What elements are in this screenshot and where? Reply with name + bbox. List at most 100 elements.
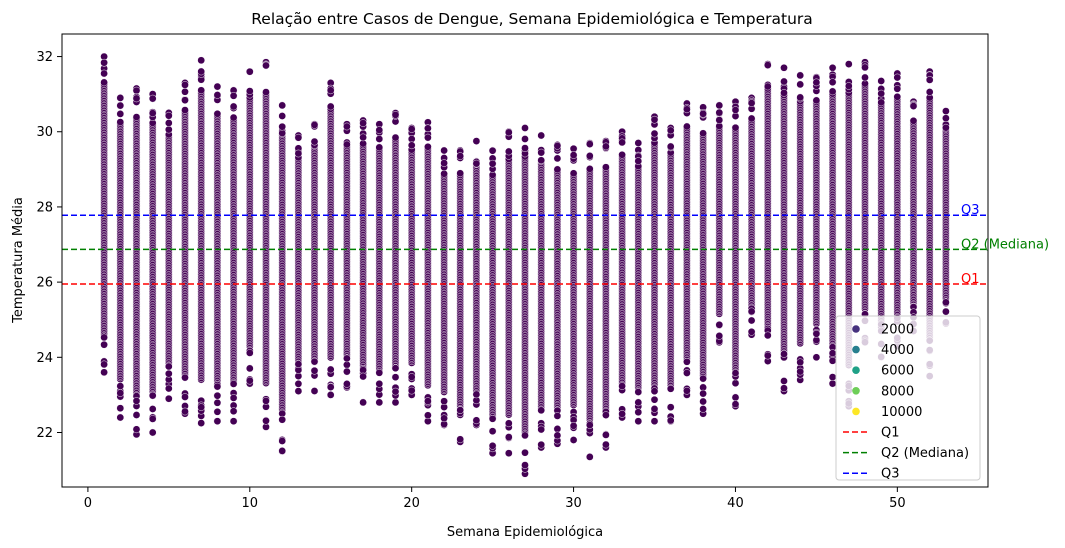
week-4-points xyxy=(148,90,157,437)
chart-title: Relação entre Casos de Dengue, Semana Ep… xyxy=(251,10,813,28)
data-point xyxy=(100,78,108,87)
data-point xyxy=(585,152,594,160)
data-point xyxy=(213,82,222,91)
data-point xyxy=(229,91,238,100)
data-point xyxy=(375,398,384,407)
data-point xyxy=(488,414,497,423)
data-point xyxy=(213,382,222,391)
week-7-points xyxy=(197,56,206,427)
data-point xyxy=(569,421,578,430)
week-32-points xyxy=(602,137,610,452)
data-point xyxy=(569,144,578,153)
data-point xyxy=(472,159,481,168)
data-point xyxy=(294,360,303,368)
data-point xyxy=(262,397,270,405)
data-point xyxy=(585,453,594,461)
data-point xyxy=(359,119,367,127)
week-9-points xyxy=(229,86,238,426)
data-point xyxy=(521,431,529,440)
data-point xyxy=(375,368,384,377)
week-16-points xyxy=(343,120,351,392)
data-point xyxy=(504,419,513,428)
week-3-points xyxy=(132,84,141,439)
week-8-points xyxy=(213,82,222,426)
data-point xyxy=(100,360,108,369)
data-points xyxy=(100,52,950,478)
data-point xyxy=(229,113,238,122)
data-point xyxy=(213,407,222,416)
data-point xyxy=(537,406,546,415)
week-30-points xyxy=(569,144,578,444)
data-point xyxy=(197,86,206,95)
week-20-points xyxy=(407,124,416,399)
data-point xyxy=(164,119,173,127)
data-point xyxy=(326,86,335,95)
data-point xyxy=(521,124,529,132)
week-15-points xyxy=(326,79,335,399)
data-point xyxy=(553,412,562,420)
data-point xyxy=(262,416,270,425)
data-point xyxy=(116,413,125,422)
data-point xyxy=(424,142,432,151)
data-point xyxy=(375,126,384,134)
data-point xyxy=(407,373,416,381)
data-point xyxy=(181,96,189,105)
data-point xyxy=(100,69,108,78)
week-19-points xyxy=(391,109,400,407)
data-point xyxy=(391,364,400,373)
data-point xyxy=(213,91,222,99)
week-14-points xyxy=(310,120,319,395)
data-point xyxy=(213,398,222,407)
data-point xyxy=(181,393,189,401)
data-point xyxy=(537,156,546,165)
data-point xyxy=(424,411,432,420)
data-point xyxy=(148,391,157,400)
data-point xyxy=(472,390,481,399)
data-point xyxy=(164,111,173,120)
week-23-points xyxy=(456,146,465,446)
data-point xyxy=(132,397,141,405)
data-point xyxy=(343,122,351,131)
data-point xyxy=(278,415,287,424)
data-point xyxy=(585,421,594,429)
data-point xyxy=(310,121,319,129)
week-25-points xyxy=(488,146,497,458)
data-point xyxy=(262,88,270,96)
data-point xyxy=(391,133,400,142)
data-point xyxy=(504,128,513,137)
data-point xyxy=(375,379,384,388)
data-point xyxy=(504,147,513,156)
data-point xyxy=(343,367,351,376)
data-point xyxy=(100,333,108,342)
data-point xyxy=(197,403,206,412)
data-point xyxy=(294,133,303,142)
data-point xyxy=(116,110,125,118)
data-point xyxy=(164,384,173,393)
data-point xyxy=(553,141,562,150)
data-point xyxy=(164,125,173,134)
data-point xyxy=(343,380,351,388)
week-31-points xyxy=(585,139,594,461)
data-point xyxy=(116,118,125,126)
data-point xyxy=(359,398,367,407)
data-point xyxy=(148,405,157,413)
data-point xyxy=(181,87,189,96)
data-point xyxy=(326,391,335,399)
data-point xyxy=(229,102,238,111)
data-point xyxy=(310,366,319,375)
week-11-points xyxy=(262,58,270,431)
data-point xyxy=(521,144,529,152)
data-point xyxy=(488,146,497,155)
data-point xyxy=(537,425,546,434)
data-point xyxy=(504,433,513,441)
data-point xyxy=(132,113,141,121)
data-point xyxy=(456,152,465,160)
data-point xyxy=(164,362,173,371)
data-point xyxy=(472,416,481,425)
data-point xyxy=(213,391,222,400)
data-point xyxy=(245,349,254,357)
data-point xyxy=(245,364,254,373)
data-point xyxy=(553,154,562,163)
week-2-points xyxy=(116,94,125,422)
